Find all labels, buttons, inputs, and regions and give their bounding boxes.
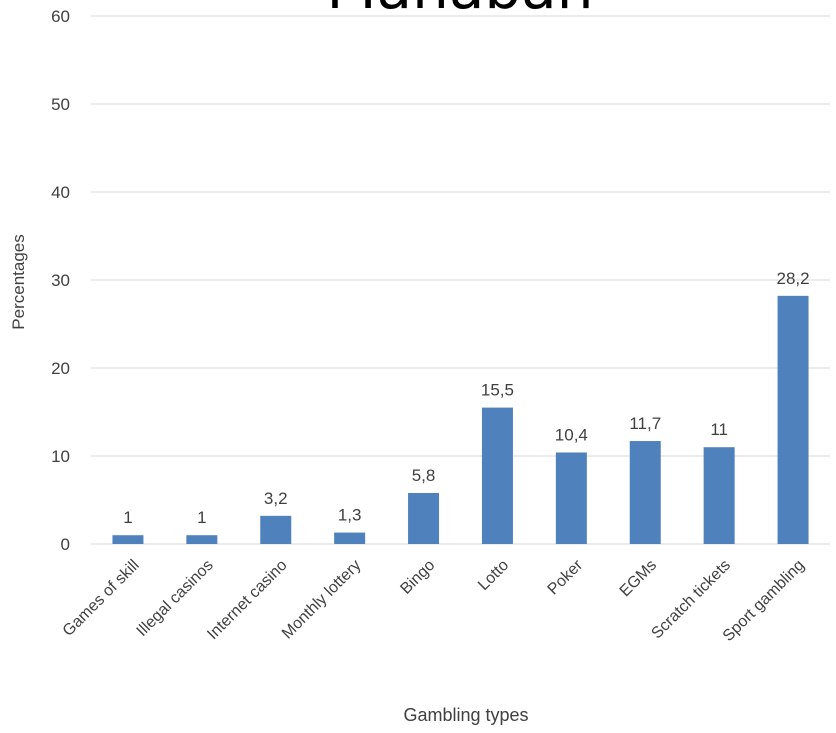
x-tick-label: Lotto [475, 557, 512, 594]
y-tick-label: 40 [51, 183, 70, 202]
x-tick-label: Poker [545, 556, 587, 598]
x-tick-label: Monthly lottery [279, 557, 365, 643]
y-tick-label: 0 [61, 535, 70, 554]
data-label: 1,3 [338, 506, 362, 525]
y-tick-label: 10 [51, 447, 70, 466]
bar [555, 452, 587, 544]
y-axis-ticks: 0 10 20 30 40 50 60 [51, 7, 70, 554]
chart-title: Manabah [326, 0, 593, 22]
data-label: 3,2 [264, 489, 288, 508]
bar [186, 535, 218, 544]
x-tick-label: Games of skill [60, 557, 143, 640]
x-tick-label: Sport gambling [720, 557, 808, 645]
y-axis-label: Percentages [9, 234, 28, 329]
data-label: 1 [123, 508, 132, 527]
gridlines [91, 15, 830, 545]
bar [334, 532, 366, 544]
bar [408, 492, 440, 544]
data-label: 1 [197, 508, 206, 527]
x-tick-label: EGMs [617, 557, 660, 600]
y-tick-label: 20 [51, 359, 70, 378]
data-label: 28,2 [777, 269, 810, 288]
bar [703, 447, 735, 544]
y-tick-label: 30 [51, 271, 70, 290]
data-label: 11,7 [629, 414, 661, 433]
bar [112, 535, 144, 544]
x-axis-label: Gambling types [403, 705, 528, 725]
x-tick-label: Scratch tickets [648, 557, 734, 643]
data-label: 10,4 [555, 425, 588, 444]
bars [112, 295, 809, 544]
bar [260, 515, 292, 544]
data-label: 15,5 [481, 381, 514, 400]
bar [481, 407, 513, 544]
x-tick-label: Bingo [397, 557, 438, 598]
data-label: 11 [710, 420, 728, 439]
bar [777, 295, 809, 544]
y-tick-label: 50 [51, 95, 70, 114]
data-label: 5,8 [412, 466, 436, 485]
y-tick-label: 60 [51, 7, 70, 26]
x-tick-label: Illegal casinos [134, 557, 217, 640]
bar [629, 441, 661, 544]
x-tick-label: Internet casino [204, 557, 290, 643]
